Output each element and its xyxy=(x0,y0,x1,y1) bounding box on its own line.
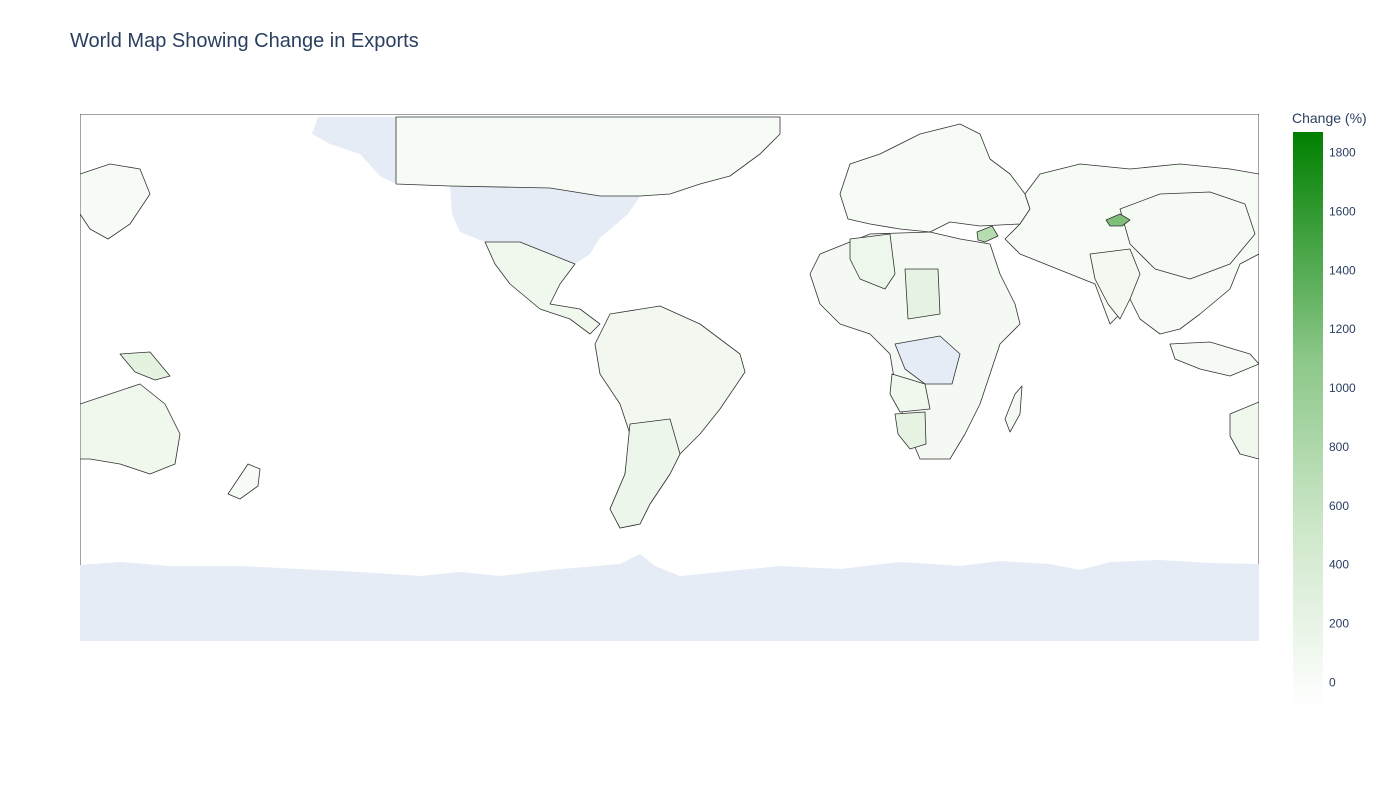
region-tajikistan[interactable] xyxy=(1105,213,1131,227)
region-indonesia[interactable] xyxy=(1169,341,1259,377)
colorbar-tick-label: 200 xyxy=(1329,617,1349,631)
region-argentina[interactable] xyxy=(609,418,681,529)
colorbar-tick-label: 1000 xyxy=(1329,381,1356,395)
region-papua-new-guinea[interactable] xyxy=(119,351,171,381)
colorbar-ticks: 1800 1600 1400 1200 1000 800 600 400 200 0 xyxy=(1329,146,1356,690)
region-united-states xyxy=(450,186,640,264)
region-india[interactable] xyxy=(1089,248,1141,320)
region-dr-congo xyxy=(894,335,961,385)
region-new-zealand[interactable] xyxy=(227,463,261,500)
colorbar xyxy=(1293,132,1323,706)
colorbar-tick-label: 800 xyxy=(1329,440,1349,454)
region-namibia[interactable] xyxy=(894,411,927,450)
colorbar-tick-label: 1600 xyxy=(1329,204,1356,218)
map-title: World Map Showing Change in Exports xyxy=(70,30,419,52)
region-algeria[interactable] xyxy=(849,233,896,290)
colorbar-tick-label: 0 xyxy=(1329,675,1336,689)
region-mexico[interactable] xyxy=(484,241,601,335)
region-australia-east[interactable] xyxy=(1229,401,1259,460)
colorbar-gradient xyxy=(1293,132,1323,706)
region-china[interactable] xyxy=(1119,191,1256,280)
colorbar-tick-label: 400 xyxy=(1329,558,1349,572)
region-chad[interactable] xyxy=(904,268,941,320)
region-madagascar[interactable] xyxy=(1004,385,1023,433)
colorbar-tick-label: 1400 xyxy=(1329,263,1356,277)
region-canada[interactable] xyxy=(395,116,781,197)
colorbar-tick-label: 600 xyxy=(1329,499,1349,513)
region-angola[interactable] xyxy=(889,373,931,413)
colorbar-title: Change (%) xyxy=(1292,110,1367,126)
colorbar-tick-label: 1200 xyxy=(1329,322,1356,336)
region-antarctica xyxy=(80,554,1259,641)
world-choropleth-map[interactable] xyxy=(80,114,1259,641)
colorbar-tick-label: 1800 xyxy=(1329,146,1356,160)
region-syria[interactable] xyxy=(976,225,999,243)
region-australia[interactable] xyxy=(80,383,181,475)
region-japan[interactable] xyxy=(80,163,151,240)
region-alaska xyxy=(312,117,396,184)
